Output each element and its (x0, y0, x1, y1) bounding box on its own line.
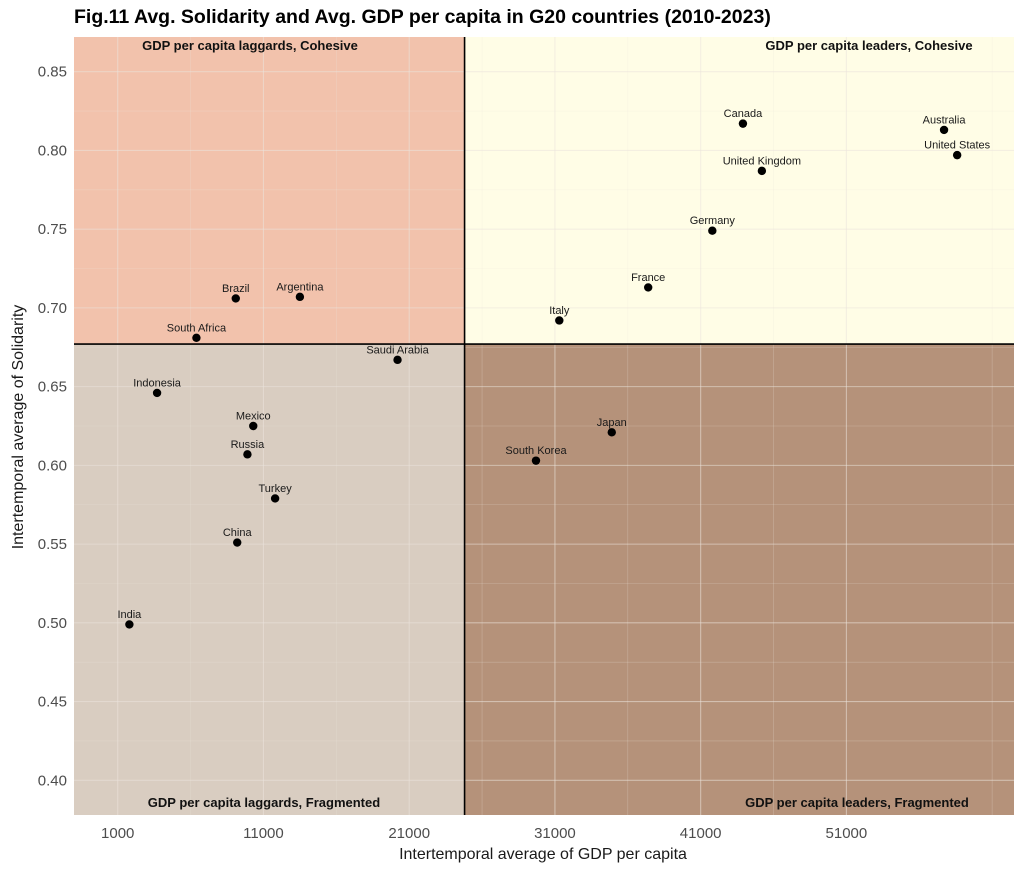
y-tick-label: 0.85 (38, 64, 67, 81)
point-label: Turkey (259, 483, 293, 495)
y-tick-label: 0.70 (38, 300, 67, 317)
y-tick-label: 0.80 (38, 142, 67, 159)
data-point-saudi-arabia (393, 355, 402, 365)
point-label: South Africa (167, 322, 227, 334)
point-label: Japan (597, 417, 627, 429)
point-label: Russia (231, 439, 266, 451)
y-tick-label: 0.55 (38, 536, 67, 553)
chart-title: Fig.11 Avg. Solidarity and Avg. GDP per … (74, 6, 771, 28)
point-label: India (117, 609, 142, 621)
y-axis-ticks: 0.40 0.45 0.50 0.55 0.60 0.65 0.70 0.75 0.80 0.85 (38, 64, 67, 790)
data-point-india (125, 620, 134, 629)
point-label: Brazil (222, 283, 250, 295)
point-label: France (631, 272, 665, 284)
gridlines (74, 37, 1014, 815)
x-tick-label: 31000 (534, 825, 576, 842)
y-tick-label: 0.45 (38, 694, 67, 711)
y-axis-title: Intertemporal average of Solidarity (10, 305, 27, 550)
data-point-japan (607, 428, 616, 437)
quadrant-labels: GDP per capita laggards, Cohesive GDP per… (142, 38, 972, 810)
x-tick-label: 11000 (243, 825, 284, 842)
point-label: Mexico (236, 411, 271, 423)
data-point-south-korea (531, 456, 541, 465)
quadrant-leaders-cohesive (464, 37, 1015, 345)
quadrant-label: GDP per capita leaders, Cohesive (765, 38, 972, 53)
quadrant-label: GDP per capita laggards, Cohesive (142, 38, 358, 53)
x-axis-ticks: 1000 11000 21000 31000 41000 51000 (101, 825, 867, 842)
x-tick-label: 1000 (101, 825, 134, 842)
data-point-germany (708, 226, 717, 235)
point-label: Germany (690, 215, 736, 227)
x-tick-label: 51000 (826, 825, 868, 842)
data-point-south-africa (192, 333, 201, 343)
quadrant-laggards-fragmented (74, 344, 465, 815)
threshold-lines (74, 37, 1014, 815)
data-point-indonesia (152, 388, 162, 398)
y-tick-label: 0.50 (38, 615, 67, 632)
x-tick-label: 21000 (388, 825, 430, 842)
point-label: China (223, 527, 253, 539)
quadrant-label: GDP per capita leaders, Fragmented (745, 795, 969, 810)
point-label: Saudi Arabia (366, 344, 429, 356)
point-label: Italy (549, 305, 570, 317)
data-point-turkey (270, 494, 280, 503)
point-label: Indonesia (133, 377, 182, 389)
point-label: Australia (923, 114, 967, 126)
quadrant-leaders-fragmented (464, 344, 1015, 815)
point-label: Canada (724, 108, 763, 120)
data-point-australia (939, 125, 949, 135)
data-point-argentina (295, 292, 305, 302)
data-point-china (233, 538, 242, 547)
point-label: United Kingdom (723, 155, 801, 167)
point-label: South Korea (505, 445, 567, 457)
quadrant-laggards-cohesive (74, 37, 465, 345)
data-point-brazil (231, 294, 240, 303)
y-tick-label: 0.60 (38, 457, 67, 474)
data-points (125, 119, 962, 629)
data-point-united-kingdom (757, 166, 767, 176)
point-label: United States (924, 140, 991, 152)
y-tick-label: 0.40 (38, 772, 67, 789)
quadrant-label: GDP per capita laggards, Fragmented (148, 795, 380, 810)
data-point-russia (243, 450, 252, 459)
data-point-france (644, 283, 653, 292)
x-tick-label: 41000 (680, 825, 722, 842)
y-tick-label: 0.65 (38, 379, 67, 396)
x-axis-title: Intertemporal average of GDP per capita (399, 846, 687, 863)
point-labels: Canada Australia United States United Kingd… (117, 108, 990, 621)
point-label: Argentina (276, 281, 324, 293)
data-point-canada (738, 119, 748, 128)
data-point-mexico (249, 421, 258, 431)
data-point-italy (555, 316, 564, 325)
y-tick-label: 0.75 (38, 221, 67, 238)
quadrant-backgrounds (74, 37, 1015, 815)
data-point-united-states (952, 150, 962, 160)
